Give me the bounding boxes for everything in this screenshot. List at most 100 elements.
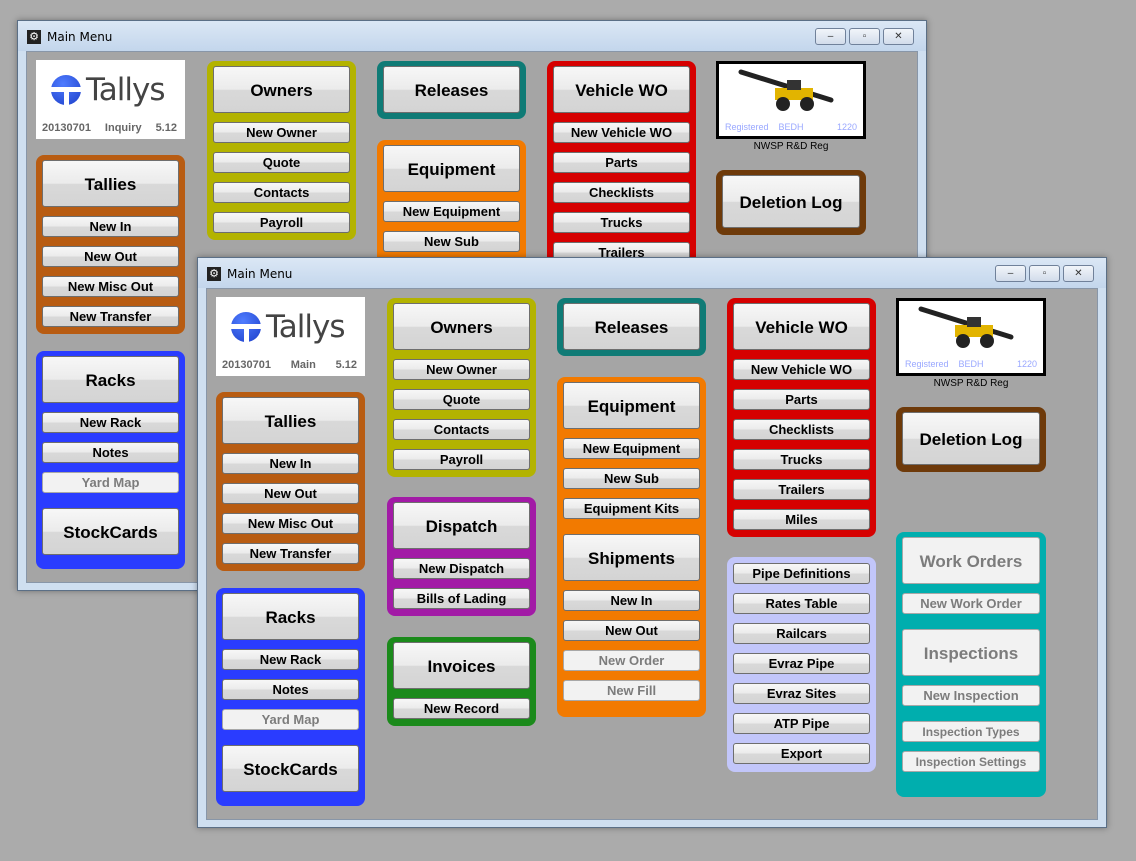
registration-image[interactable]: Registered BEDH 1220 (896, 298, 1046, 376)
yard-map-button[interactable]: Yard Map (222, 709, 359, 730)
racks-button[interactable]: Racks (222, 593, 359, 640)
quote-button[interactable]: Quote (393, 389, 530, 410)
racks-button[interactable]: Racks (42, 356, 179, 403)
dispatch-button[interactable]: Dispatch (393, 502, 530, 549)
new-owner-button[interactable]: New Owner (393, 359, 530, 380)
new-rack-button[interactable]: New Rack (222, 649, 359, 670)
new-sub-button[interactable]: New Sub (383, 231, 520, 252)
inspection-types-button[interactable]: Inspection Types (902, 721, 1040, 742)
new-rack-button[interactable]: New Rack (42, 412, 179, 433)
releases-button[interactable]: Releases (563, 303, 700, 350)
new-sub-button[interactable]: New Sub (563, 468, 700, 489)
new-vehicle-wo-button[interactable]: New Vehicle WO (733, 359, 870, 380)
new-dispatch-button[interactable]: New Dispatch (393, 558, 530, 579)
new-fill-button[interactable]: New Fill (563, 680, 700, 701)
close-button[interactable]: ✕ (1063, 265, 1094, 282)
new-vehicle-wo-button[interactable]: New Vehicle WO (553, 122, 690, 143)
new-inspection-button[interactable]: New Inspection (902, 685, 1040, 706)
trailers-button[interactable]: Trailers (733, 479, 870, 500)
inspections-button[interactable]: Inspections (902, 629, 1040, 676)
notes-button[interactable]: Notes (42, 442, 179, 463)
releases-group: Releases (557, 298, 706, 356)
registration-info: Registered BEDH 1220 (905, 359, 1037, 369)
vehicle-wo-button[interactable]: Vehicle WO (553, 66, 690, 113)
new-out-button[interactable]: New Out (42, 246, 179, 267)
parts-button[interactable]: Parts (733, 389, 870, 410)
close-button[interactable]: ✕ (883, 28, 914, 45)
minimize-button[interactable]: – (815, 28, 846, 45)
owners-button[interactable]: Owners (393, 303, 530, 350)
registration-image[interactable]: Registered BEDH 1220 (716, 61, 866, 139)
new-work-order-button[interactable]: New Work Order (902, 593, 1040, 614)
checklists-button[interactable]: Checklists (553, 182, 690, 203)
stockcards-button[interactable]: StockCards (42, 508, 179, 555)
new-out-button[interactable]: New Out (222, 483, 359, 504)
bills-of-lading-button[interactable]: Bills of Lading (393, 588, 530, 609)
checklists-button[interactable]: Checklists (733, 419, 870, 440)
dispatch-group: Dispatch New Dispatch Bills of Lading (387, 497, 536, 616)
atp-pipe-button[interactable]: ATP Pipe (733, 713, 870, 734)
tallies-button[interactable]: Tallies (42, 160, 179, 207)
new-misc-out-button[interactable]: New Misc Out (42, 276, 179, 297)
trucks-button[interactable]: Trucks (733, 449, 870, 470)
deletion-log-button[interactable]: Deletion Log (902, 412, 1040, 465)
equipment-section: Shipments New In New Out New Order New Fill (563, 534, 700, 701)
pipe-definitions-button[interactable]: Pipe Definitions (733, 563, 870, 584)
yard-map-button[interactable]: Yard Map (42, 472, 179, 493)
maximize-button[interactable]: ▫ (849, 28, 880, 45)
tallies-button[interactable]: Tallies (222, 397, 359, 444)
racks-group: Racks New Rack Notes Yard Map StockCards (36, 351, 185, 569)
export-button[interactable]: Export (733, 743, 870, 764)
payroll-button[interactable]: Payroll (393, 449, 530, 470)
invoices-button[interactable]: Invoices (393, 642, 530, 689)
miles-button[interactable]: Miles (733, 509, 870, 530)
new-out-button[interactable]: New Out (563, 620, 700, 641)
window-controls: – ▫ ✕ (815, 28, 914, 45)
parts-button[interactable]: Parts (553, 152, 690, 173)
work-orders-button[interactable]: Work Orders (902, 537, 1040, 584)
owners-button[interactable]: Owners (213, 66, 350, 113)
logo-brand: Tallys (266, 309, 346, 345)
trucks-button[interactable]: Trucks (553, 212, 690, 233)
new-transfer-button[interactable]: New Transfer (42, 306, 179, 327)
stockcards-button[interactable]: StockCards (222, 745, 359, 792)
quote-button[interactable]: Quote (213, 152, 350, 173)
equipment-button[interactable]: Equipment (563, 382, 700, 429)
new-in-button[interactable]: New In (222, 453, 359, 474)
new-owner-button[interactable]: New Owner (213, 122, 350, 143)
vehicle-wo-button[interactable]: Vehicle WO (733, 303, 870, 350)
title-bar[interactable]: ⚙ Main Menu – ▫ ✕ (18, 21, 926, 51)
evraz-sites-button[interactable]: Evraz Sites (733, 683, 870, 704)
maximize-button[interactable]: ▫ (1029, 265, 1060, 282)
inspection-settings-button[interactable]: Inspection Settings (902, 751, 1040, 772)
owners-section: Owners New Owner Quote Contacts Payroll (393, 303, 530, 470)
equipment-kits-button[interactable]: Equipment Kits (563, 498, 700, 519)
new-equipment-button[interactable]: New Equipment (383, 201, 520, 222)
tallys-logo: Tallys 20130701 Inquiry 5.12 (36, 60, 185, 139)
vehicle-wo-group: Vehicle WO New Vehicle WO Parts Checklists T… (727, 298, 876, 537)
rates-table-button[interactable]: Rates Table (733, 593, 870, 614)
evraz-pipe-button[interactable]: Evraz Pipe (733, 653, 870, 674)
minimize-button[interactable]: – (995, 265, 1026, 282)
shipments-button[interactable]: Shipments (563, 534, 700, 581)
version-label: 5.12 (335, 359, 357, 371)
new-transfer-button[interactable]: New Transfer (222, 543, 359, 564)
minimize-icon: – (827, 31, 834, 42)
notes-button[interactable]: Notes (222, 679, 359, 700)
railcars-button[interactable]: Railcars (733, 623, 870, 644)
contacts-button[interactable]: Contacts (393, 419, 530, 440)
new-misc-out-button[interactable]: New Misc Out (222, 513, 359, 534)
new-in-button[interactable]: New In (42, 216, 179, 237)
owners-group: Owners New Owner Quote Contacts Payroll (207, 61, 356, 240)
new-order-button[interactable]: New Order (563, 650, 700, 671)
new-record-button[interactable]: New Record (393, 698, 530, 719)
payroll-button[interactable]: Payroll (213, 212, 350, 233)
equipment-button[interactable]: Equipment (383, 145, 520, 192)
contacts-button[interactable]: Contacts (213, 182, 350, 203)
new-equipment-button[interactable]: New Equipment (563, 438, 700, 459)
deletion-log-button[interactable]: Deletion Log (722, 175, 860, 228)
tallies-section: Tallies New In New Out New Misc Out New Tran… (42, 160, 179, 327)
title-bar[interactable]: ⚙ Main Menu – ▫ ✕ (198, 258, 1106, 288)
new-in-button[interactable]: New In (563, 590, 700, 611)
releases-button[interactable]: Releases (383, 66, 520, 113)
